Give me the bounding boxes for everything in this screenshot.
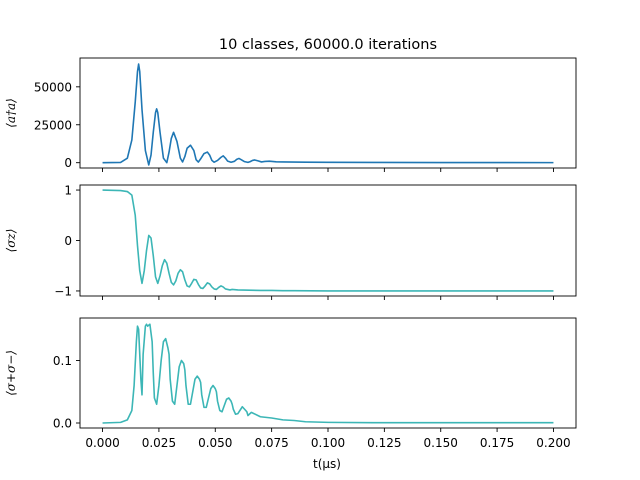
series-line-panel-3 — [102, 323, 554, 424]
y-tick-label-panel-3: 0.1 — [53, 354, 72, 368]
x-tick-label: 0.000 — [85, 436, 119, 450]
x-tick-label: 0.125 — [367, 436, 401, 450]
x-tick-label: 0.200 — [536, 436, 570, 450]
series-line-panel-1 — [102, 63, 554, 166]
x-axis-label: t(μs) — [313, 457, 341, 471]
y-axis-label-panel-2: ⟨σz⟩ — [4, 229, 18, 253]
y-tick-label-panel-1: 25000 — [34, 118, 72, 132]
y-tick-label-panel-1: 50000 — [34, 80, 72, 94]
y-axis-label-panel-3: ⟨σ+σ−⟩ — [4, 350, 18, 396]
y-tick-label-panel-2: −1 — [54, 284, 72, 298]
axes-frame-panel-1 — [79, 57, 577, 169]
axes-frame-panel-2 — [79, 184, 577, 297]
x-tick-label: 0.075 — [254, 436, 288, 450]
axes-frame-panel-3 — [79, 317, 577, 429]
y-tick-label-panel-1: 0 — [64, 156, 72, 170]
y-axis-label-panel-1: ⟨a†a⟩ — [4, 98, 18, 128]
x-tick-label: 0.175 — [480, 436, 514, 450]
y-tick-label-panel-3: 0.0 — [53, 417, 72, 431]
y-tick-label-panel-2: 1 — [64, 184, 72, 198]
panels-group: 0 25000 50000 ⟨a†a⟩ −1 0 1 ⟨σz⟩ 0.0 0.1 0.000 0.025… — [4, 57, 577, 450]
x-tick-label: 0.050 — [198, 436, 232, 450]
x-tick-label: 0.100 — [311, 436, 345, 450]
y-tick-label-panel-2: 0 — [64, 234, 72, 248]
x-tick-label: 0.025 — [142, 436, 176, 450]
chart-title: 10 classes, 60000.0 iterations — [219, 37, 437, 53]
x-tick-label: 0.150 — [424, 436, 458, 450]
series-line-panel-2 — [102, 189, 554, 292]
